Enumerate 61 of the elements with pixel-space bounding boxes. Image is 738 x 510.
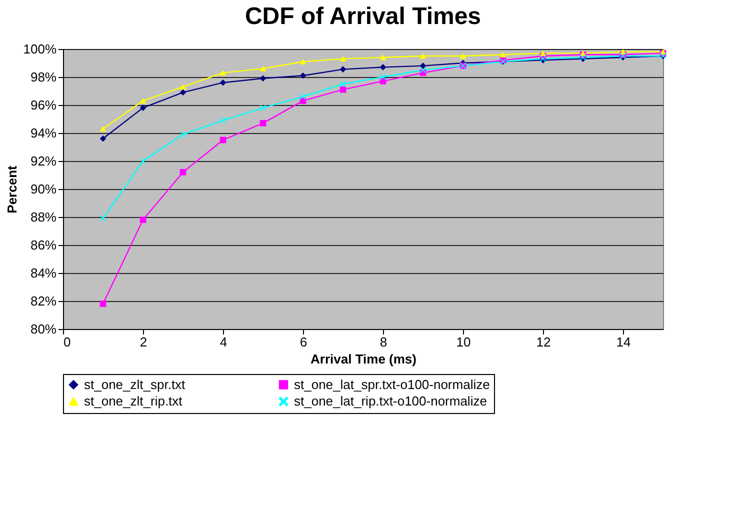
x-tick-label: 0	[64, 334, 71, 350]
point	[100, 135, 106, 142]
point	[140, 98, 146, 104]
point	[340, 86, 346, 93]
y-tick-label: 84%	[30, 266, 57, 280]
y-axis-title: Percent	[4, 164, 20, 214]
point	[100, 215, 106, 222]
y-tick-label: 94%	[30, 126, 57, 140]
point	[380, 54, 386, 60]
point	[220, 136, 226, 144]
point	[180, 131, 186, 138]
point	[460, 53, 466, 59]
point	[260, 75, 266, 82]
point	[100, 126, 106, 132]
y-tick-label: 88%	[30, 210, 57, 224]
point	[140, 216, 146, 223]
point	[420, 62, 426, 69]
point	[180, 169, 186, 176]
point	[380, 64, 386, 70]
y-tick-label: 82%	[30, 294, 57, 308]
x-tick-label: 12	[536, 334, 551, 350]
point	[140, 158, 146, 164]
legend-label: st_one_lat_rip.txt-o100-normalize	[294, 394, 487, 408]
y-tick-label: 100%	[23, 42, 57, 56]
point	[300, 58, 306, 64]
x-axis-title: Arrival Time (ms)	[310, 352, 416, 366]
y-tick-label: 98%	[30, 70, 57, 84]
x-tick-label: 8	[380, 334, 388, 350]
point	[180, 89, 186, 96]
point	[340, 56, 346, 62]
point	[220, 70, 226, 76]
chart-title: CDF of Arrival Times	[244, 3, 482, 30]
point	[340, 66, 346, 72]
x-tick-label: 2	[140, 334, 148, 350]
point	[220, 79, 226, 86]
y-tick-label: 96%	[30, 98, 57, 112]
y-tick-label: 92%	[30, 154, 57, 168]
point	[300, 93, 306, 100]
point	[260, 120, 266, 126]
point	[420, 53, 426, 59]
legend-label: st_one_lat_spr.txt-o100-normalize	[294, 376, 490, 392]
y-tick-label: 86%	[30, 238, 57, 252]
point	[340, 80, 346, 88]
point	[180, 84, 186, 90]
x-tick-label: 6	[300, 334, 308, 350]
point	[220, 117, 226, 124]
x-tick-label: 14	[616, 334, 631, 350]
point	[380, 74, 386, 80]
legend-label: st_one_zlt_rip.txt	[84, 394, 183, 408]
point	[260, 66, 266, 72]
point	[500, 52, 506, 58]
point	[540, 50, 546, 56]
legend-label: st_one_zlt_spr.txt	[84, 376, 186, 392]
x-tick-label: 4	[220, 334, 228, 350]
point	[140, 104, 146, 111]
point	[300, 72, 306, 79]
point	[420, 66, 426, 74]
point	[100, 300, 106, 307]
x-tick-label: 10	[456, 334, 471, 350]
y-tick-label: 90%	[30, 182, 57, 196]
y-tick-label: 80%	[30, 322, 57, 336]
